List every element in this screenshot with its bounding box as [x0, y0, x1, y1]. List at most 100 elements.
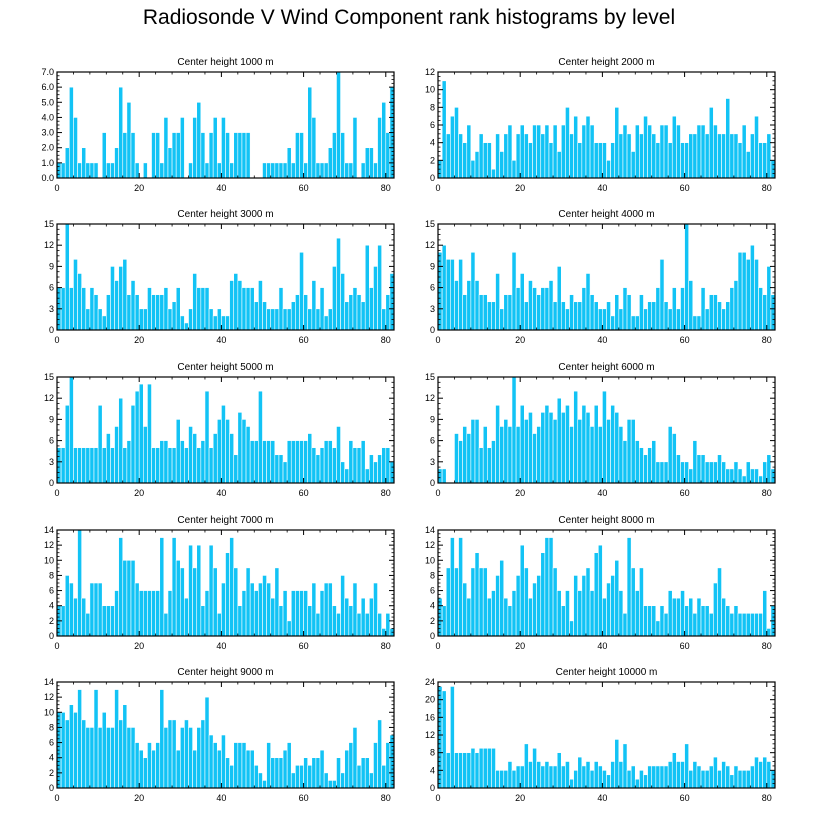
histogram-bar — [713, 124, 718, 179]
x-tick-label: 20 — [515, 488, 525, 498]
histogram-bar — [225, 552, 230, 637]
histogram-bar — [540, 552, 546, 637]
histogram-bar — [704, 461, 710, 484]
histogram-bar — [147, 742, 152, 789]
histogram-bar — [311, 582, 317, 637]
histogram-bar — [721, 308, 726, 331]
histogram-bar — [482, 294, 488, 331]
histogram-bar — [307, 308, 313, 331]
histogram-bar — [336, 757, 341, 789]
histogram-bar — [696, 765, 702, 789]
histogram-bar — [671, 752, 677, 789]
histogram-bar — [507, 605, 513, 637]
histogram-bar — [470, 567, 476, 637]
histogram-bar — [454, 752, 459, 789]
histogram-bar — [540, 133, 546, 179]
histogram-bar — [577, 419, 583, 484]
histogram-bar — [614, 739, 620, 789]
y-tick-label: 16 — [425, 712, 435, 722]
histogram-bar — [192, 117, 198, 179]
histogram-bar — [511, 590, 517, 637]
x-tick-label: 0 — [435, 793, 440, 803]
histogram-bar — [458, 133, 463, 179]
histogram-bar — [515, 287, 521, 331]
histogram-bar — [110, 162, 115, 179]
histogram-bar — [560, 412, 566, 484]
histogram-bar — [295, 764, 300, 789]
histogram-bar — [519, 544, 525, 637]
histogram-bar — [655, 620, 661, 637]
histogram-bar — [73, 117, 78, 179]
histogram-bar — [93, 582, 99, 637]
y-tick-label: 14 — [425, 525, 435, 535]
histogram-bar — [499, 559, 505, 637]
y-tick-label: 4.0 — [41, 112, 54, 122]
x-tick-label: 60 — [680, 183, 690, 193]
histogram-bar — [700, 454, 706, 484]
histogram-bar — [622, 743, 628, 789]
histogram-bar — [470, 419, 476, 484]
histogram-bar — [373, 582, 378, 637]
histogram-bar — [684, 223, 690, 331]
histogram-bar — [454, 433, 459, 484]
histogram-bar — [89, 447, 95, 484]
histogram-bar — [544, 404, 550, 484]
histogram-bar — [270, 757, 276, 789]
histogram-bar — [204, 590, 210, 637]
histogram-bar — [303, 294, 308, 331]
histogram-bar — [241, 742, 247, 789]
panel-title: Center height 9000 m — [177, 667, 273, 678]
x-tick-label: 20 — [515, 183, 525, 193]
histogram-bar — [717, 770, 722, 789]
histogram-bar — [676, 308, 681, 331]
histogram-bar — [147, 383, 152, 484]
histogram-bar — [741, 770, 747, 789]
histogram-bar — [614, 107, 620, 179]
histogram-panel-5: Center height 5000 m 0 3 6 9 12 15 0 20 40 60 80 — [44, 362, 395, 498]
histogram-bar — [556, 397, 562, 484]
y-tick-label: 15 — [44, 372, 54, 382]
histogram-bar — [221, 315, 226, 331]
y-tick-label: 2 — [49, 768, 54, 778]
histogram-bar — [245, 567, 251, 637]
histogram-bar — [634, 590, 640, 637]
histogram-bar — [93, 447, 99, 484]
histogram-bar — [167, 590, 173, 637]
histogram-bar — [258, 390, 263, 484]
histogram-bar — [499, 770, 505, 789]
y-tick-label: 0 — [49, 325, 54, 335]
histogram-panel-9: Center height 9000 m 0 2 4 6 8 10 12 14 0 20 40 60 80 — [44, 667, 395, 803]
histogram-bar — [159, 294, 165, 331]
histogram-panel-10: Center height 10000 m 0 4 8 12 16 20 24 0 20 40 60 8… — [425, 667, 776, 803]
histogram-bar — [77, 529, 82, 637]
histogram-bar — [630, 151, 636, 179]
histogram-bar — [134, 390, 140, 484]
histogram-bar — [110, 727, 115, 789]
histogram-bar — [651, 133, 657, 179]
histogram-bar — [741, 251, 747, 331]
y-tick-label: 0 — [49, 631, 54, 641]
histogram-bar — [519, 124, 525, 179]
y-tick-label: 12 — [425, 393, 435, 403]
histogram-bar — [663, 301, 669, 331]
histogram-bar — [663, 124, 669, 179]
histogram-bar — [73, 711, 78, 789]
histogram-bar — [216, 612, 222, 637]
histogram-bar — [745, 461, 751, 484]
y-tick-label: 6.0 — [41, 82, 54, 92]
histogram-bar — [548, 537, 554, 637]
histogram-bar — [327, 440, 333, 484]
histogram-bar — [544, 537, 550, 637]
y-tick-label: 6 — [430, 283, 435, 293]
histogram-bar — [196, 727, 202, 789]
y-tick-label: 6 — [49, 738, 54, 748]
histogram-bar — [713, 294, 718, 331]
y-tick-label: 12 — [425, 730, 435, 740]
histogram-bar — [110, 266, 115, 331]
histogram-bar — [258, 280, 263, 331]
histogram-bar — [208, 734, 214, 789]
histogram-bar — [536, 575, 542, 637]
histogram-bar — [474, 752, 480, 789]
histogram-bar — [369, 147, 374, 179]
histogram-bar — [725, 98, 731, 179]
